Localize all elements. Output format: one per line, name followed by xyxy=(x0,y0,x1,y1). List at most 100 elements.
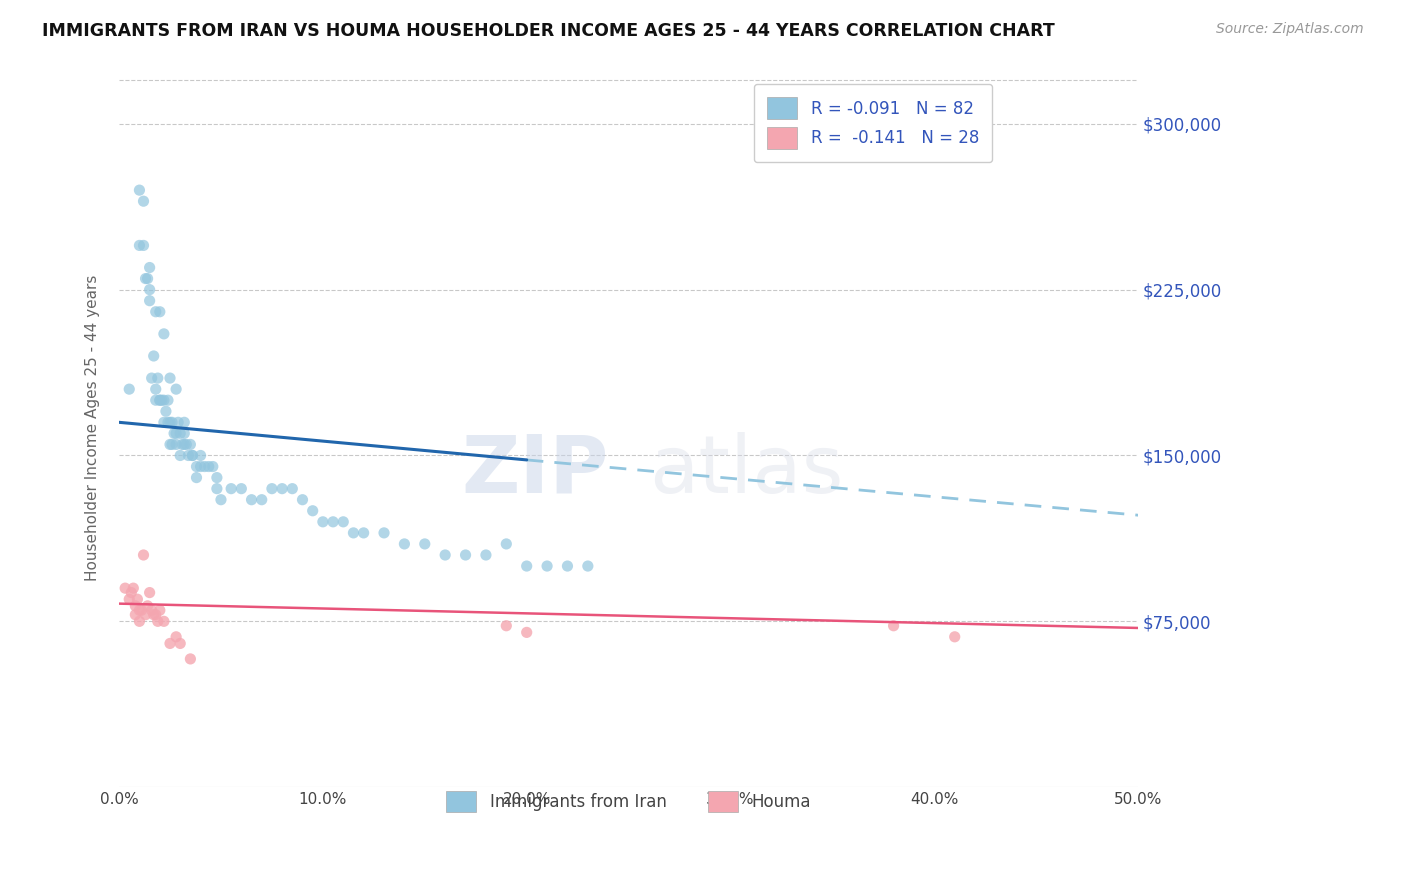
Point xyxy=(260,482,283,496)
Point xyxy=(165,437,187,451)
Point xyxy=(281,482,304,496)
Point xyxy=(312,515,335,529)
Point xyxy=(231,482,253,496)
Point xyxy=(118,382,141,396)
Point xyxy=(394,537,416,551)
Point xyxy=(434,548,457,562)
Point xyxy=(194,459,217,474)
Point xyxy=(495,537,517,551)
Point xyxy=(536,559,558,574)
Point xyxy=(149,603,172,617)
Legend: Immigrants from Iran, Houma: Immigrants from Iran, Houma xyxy=(433,778,824,826)
Text: atlas: atlas xyxy=(650,432,844,510)
Point xyxy=(159,415,181,429)
Point xyxy=(149,305,172,319)
Point xyxy=(250,492,273,507)
Point xyxy=(342,525,364,540)
Point xyxy=(136,271,159,285)
Point xyxy=(186,459,208,474)
Point xyxy=(131,603,153,617)
Point xyxy=(145,305,167,319)
Point xyxy=(557,559,579,574)
Point xyxy=(141,603,163,617)
Point xyxy=(138,293,160,308)
Point xyxy=(127,592,149,607)
Point xyxy=(181,449,204,463)
Point xyxy=(128,615,150,629)
Point xyxy=(173,415,195,429)
Point xyxy=(128,183,150,197)
Point xyxy=(186,470,208,484)
Point xyxy=(114,581,136,595)
Point xyxy=(128,603,150,617)
Point xyxy=(142,349,165,363)
Point xyxy=(179,652,201,666)
Point xyxy=(173,426,195,441)
Point xyxy=(172,437,194,451)
Point xyxy=(576,559,599,574)
Point xyxy=(159,437,181,451)
Text: IMMIGRANTS FROM IRAN VS HOUMA HOUSEHOLDER INCOME AGES 25 - 44 YEARS CORRELATION : IMMIGRANTS FROM IRAN VS HOUMA HOUSEHOLDE… xyxy=(42,22,1054,40)
Y-axis label: Householder Income Ages 25 - 44 years: Householder Income Ages 25 - 44 years xyxy=(86,275,100,581)
Point xyxy=(160,415,183,429)
Point xyxy=(240,492,263,507)
Point xyxy=(150,393,173,408)
Point xyxy=(159,371,181,385)
Point xyxy=(332,515,354,529)
Point xyxy=(943,630,966,644)
Point xyxy=(177,449,200,463)
Text: Source: ZipAtlas.com: Source: ZipAtlas.com xyxy=(1216,22,1364,37)
Point xyxy=(169,636,191,650)
Point xyxy=(301,504,323,518)
Point xyxy=(165,426,187,441)
Point xyxy=(153,393,176,408)
Point xyxy=(149,393,172,408)
Point xyxy=(190,449,212,463)
Point xyxy=(136,599,159,613)
Point xyxy=(169,449,191,463)
Point xyxy=(138,283,160,297)
Point xyxy=(271,482,294,496)
Point xyxy=(141,371,163,385)
Point xyxy=(156,415,179,429)
Point xyxy=(373,525,395,540)
Point xyxy=(146,615,169,629)
Point xyxy=(197,459,219,474)
Point xyxy=(124,607,146,622)
Point xyxy=(291,492,314,507)
Point xyxy=(209,492,232,507)
Point xyxy=(122,581,145,595)
Point xyxy=(160,437,183,451)
Point xyxy=(159,636,181,650)
Point xyxy=(516,559,538,574)
Point xyxy=(132,194,155,209)
Point xyxy=(135,607,157,622)
Point xyxy=(190,459,212,474)
Point xyxy=(205,470,228,484)
Point xyxy=(132,548,155,562)
Point xyxy=(145,393,167,408)
Point xyxy=(169,426,191,441)
Point xyxy=(201,459,224,474)
Point xyxy=(173,437,195,451)
Point xyxy=(167,415,190,429)
Point xyxy=(353,525,375,540)
Point xyxy=(149,393,172,408)
Point xyxy=(153,326,176,341)
Point xyxy=(132,238,155,252)
Point xyxy=(156,393,179,408)
Point xyxy=(179,437,201,451)
Point xyxy=(495,619,517,633)
Point xyxy=(153,415,176,429)
Point xyxy=(219,482,242,496)
Point xyxy=(138,260,160,275)
Point xyxy=(118,592,141,607)
Point xyxy=(413,537,436,551)
Point xyxy=(883,619,905,633)
Point xyxy=(153,615,176,629)
Point xyxy=(124,599,146,613)
Text: ZIP: ZIP xyxy=(461,432,609,510)
Point xyxy=(128,238,150,252)
Point xyxy=(322,515,344,529)
Point xyxy=(120,585,142,599)
